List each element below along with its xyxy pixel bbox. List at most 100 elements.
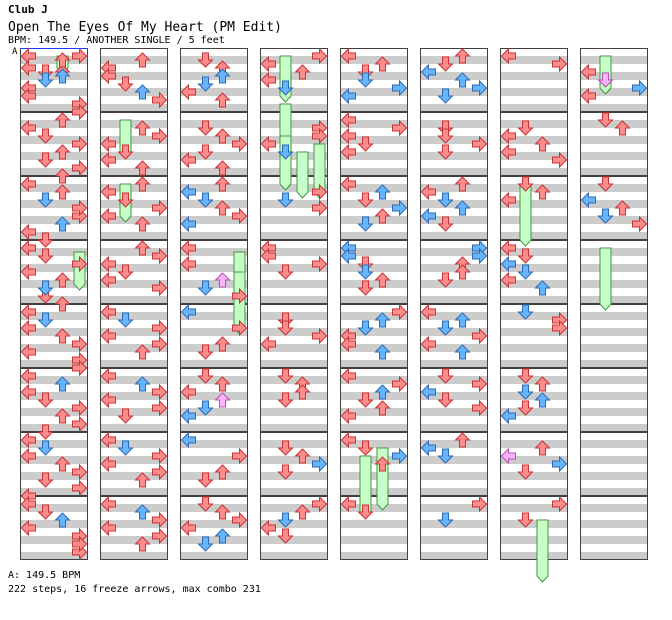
step-arrow-right-icon [232,511,248,529]
step-arrow-up-icon [374,208,391,224]
step-arrow-left-icon [500,447,516,465]
step-arrow-right-icon [552,455,568,473]
beat-stripe [420,248,488,256]
beat-stripe [260,328,328,336]
beat-stripe [20,200,88,208]
step-arrow-right-icon [152,199,168,217]
step-arrow-left-icon [260,55,276,73]
beat-stripe [20,264,88,272]
step-arrow-up-icon [374,56,391,72]
beat-stripe [20,472,88,480]
beat-stripe [100,232,168,240]
step-arrow-down-icon [197,368,214,384]
beat-stripe [420,216,488,224]
beat-stripe [500,376,568,384]
step-arrow-down-icon [37,392,54,408]
beat-stripe [260,344,328,352]
step-arrow-down-icon [357,136,374,152]
beat-stripe [180,328,248,336]
measure-frame [20,432,88,496]
step-arrow-up-icon [214,336,231,352]
freeze-arrow [536,519,549,583]
step-arrow-right-icon [152,383,168,401]
beat-stripe [340,88,408,96]
step-arrow-down-icon [117,192,134,208]
step-arrow-up-icon [214,272,231,288]
beat-stripe [180,56,248,64]
step-arrow-right-icon [152,447,168,465]
step-arrow-right-icon [392,375,408,393]
beat-stripe [180,440,248,448]
step-arrow-up-icon [54,456,71,472]
beat-stripe [20,488,88,496]
step-arrow-right-icon [312,183,328,201]
beat-stripe [180,376,248,384]
step-arrow-left-icon [100,391,116,409]
step-arrow-left-icon [340,247,356,265]
step-arrow-up-icon [454,312,471,328]
beat-stripe [420,136,488,144]
step-arrow-left-icon [500,407,516,425]
bpm-marker-label: A [12,47,18,57]
measure-frame [500,176,568,240]
step-arrow-down-icon [277,264,294,280]
step-arrow-right-icon [552,319,568,337]
beat-stripe [260,200,328,208]
beat-stripe [420,552,488,560]
step-arrow-down-icon [37,504,54,520]
step-arrow-left-icon [180,303,196,321]
step-arrow-up-icon [214,176,231,192]
step-arrow-up-icon [134,536,151,552]
beat-stripe [100,344,168,352]
beat-stripe [580,296,648,304]
step-arrow-left-icon [500,47,516,65]
beat-stripe [20,504,88,512]
beat-stripe [580,216,648,224]
step-arrow-down-icon [517,248,534,264]
beat-stripe [260,456,328,464]
step-arrow-up-icon [54,408,71,424]
measure-frame [420,112,488,176]
step-arrow-down-icon [437,368,454,384]
beat-stripe [580,72,648,80]
beat-stripe [260,184,328,192]
beat-stripe [100,424,168,432]
beat-stripe [340,312,408,320]
beat-stripe [420,520,488,528]
beat-stripe [340,248,408,256]
measure-frame [580,432,648,496]
song-title: Open The Eyes Of My Heart (PM Edit) [8,20,282,35]
step-arrow-up-icon [214,376,231,392]
step-arrow-left-icon [20,263,36,281]
measure-frame [100,368,168,432]
beat-stripe [180,504,248,512]
beat-stripe [340,136,408,144]
step-arrow-left-icon [500,255,516,273]
beat-stripe [500,360,568,368]
step-arrow-left-icon [20,319,36,337]
beat-stripe [420,488,488,496]
step-arrow-left-icon [100,271,116,289]
step-arrow-up-icon [454,432,471,448]
step-arrow-left-icon [100,367,116,385]
measure-frame [180,432,248,496]
beat-stripe [180,136,248,144]
beat-stripe [340,520,408,528]
step-arrow-right-icon [312,47,328,65]
step-arrow-up-icon [374,184,391,200]
step-arrow-left-icon [260,335,276,353]
beat-stripe [20,424,88,432]
beat-stripe [500,72,568,80]
beat-stripe [580,312,648,320]
beat-stripe [260,264,328,272]
measure-frame [260,48,328,112]
step-arrow-right-icon [472,495,488,513]
beat-stripe [20,72,88,80]
beat-stripe [500,248,568,256]
beat-stripe [20,392,88,400]
measure-frame [500,304,568,368]
measure-frame [20,112,88,176]
step-arrow-up-icon [134,84,151,100]
beat-stripe [20,216,88,224]
beat-stripe [180,312,248,320]
